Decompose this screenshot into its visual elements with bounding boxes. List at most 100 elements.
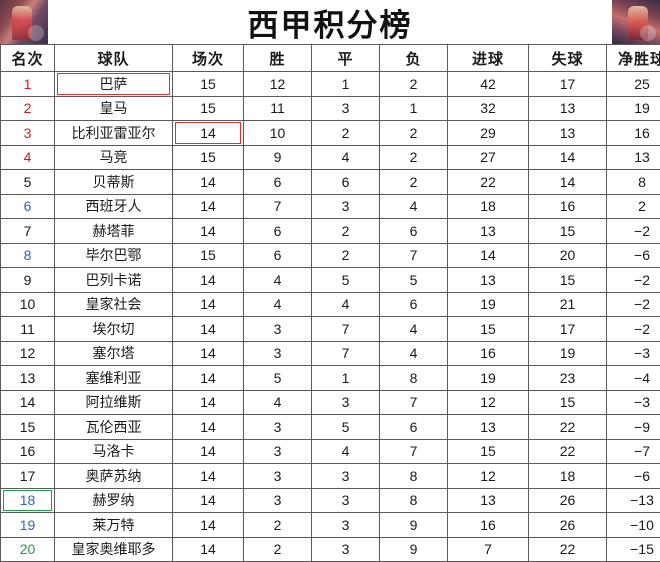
rank-cell: 1 [1, 72, 55, 97]
rank-cell: 14 [1, 390, 55, 415]
played-cell: 14 [173, 464, 244, 489]
played-cell: 14 [173, 415, 244, 440]
goals-for-cell: 29 [448, 121, 529, 146]
played-cell: 14 [173, 170, 244, 195]
team-name-cell[interactable]: 瓦伦西亚 [55, 415, 173, 440]
team-name-cell[interactable]: 赫塔菲 [55, 219, 173, 244]
goal-diff-cell: −9 [607, 415, 660, 440]
team-name-cell[interactable]: 塞尔塔 [55, 341, 173, 366]
draw-cell: 3 [312, 488, 380, 513]
standings-table-body: 1巴萨151212421725372皇马151131321319363比利亚雷亚… [1, 72, 660, 562]
loss-cell: 2 [380, 145, 448, 170]
goals-against-cell: 21 [529, 292, 607, 317]
played-cell: 14 [173, 366, 244, 391]
goal-diff-cell: −2 [607, 292, 660, 317]
table-row: 1巴萨15121242172537 [1, 72, 660, 97]
goals-for-cell: 7 [448, 537, 529, 562]
team-name-cell[interactable]: 皇家社会 [55, 292, 173, 317]
goals-for-cell: 12 [448, 464, 529, 489]
team-name-cell[interactable]: 皇家奥维耶多 [55, 537, 173, 562]
goals-for-cell: 16 [448, 513, 529, 538]
played-cell: 14 [173, 513, 244, 538]
draw-cell: 4 [312, 439, 380, 464]
goals-for-cell: 27 [448, 145, 529, 170]
win-cell: 3 [244, 415, 312, 440]
team-name-cell[interactable]: 巴萨 [55, 72, 173, 97]
right-image-highlight [640, 25, 656, 41]
team-name-cell[interactable]: 西班牙人 [55, 194, 173, 219]
goal-diff-cell: 16 [607, 121, 660, 146]
goals-against-cell: 20 [529, 243, 607, 268]
rank-cell: 5 [1, 170, 55, 195]
team-name-cell[interactable]: 阿拉维斯 [55, 390, 173, 415]
win-cell: 9 [244, 145, 312, 170]
column-header-draw: 平 [312, 45, 380, 72]
loss-cell: 2 [380, 121, 448, 146]
team-name-cell[interactable]: 贝蒂斯 [55, 170, 173, 195]
goals-against-cell: 15 [529, 390, 607, 415]
rank-cell: 9 [1, 268, 55, 293]
goals-for-cell: 19 [448, 366, 529, 391]
team-name-cell[interactable]: 赫罗纳 [55, 488, 173, 513]
table-header-row: 名次 球队 场次 胜 平 负 进球 失球 净胜球 积分 [1, 45, 660, 72]
team-name-cell[interactable]: 莱万特 [55, 513, 173, 538]
loss-cell: 4 [380, 317, 448, 342]
played-cell: 14 [173, 341, 244, 366]
rank-cell: 8 [1, 243, 55, 268]
team-name-cell[interactable]: 马洛卡 [55, 439, 173, 464]
team-name-cell[interactable]: 奥萨苏纳 [55, 464, 173, 489]
win-cell: 4 [244, 292, 312, 317]
played-cell: 14 [173, 194, 244, 219]
loss-cell: 6 [380, 219, 448, 244]
goals-against-cell: 16 [529, 194, 607, 219]
team-name-cell[interactable]: 比利亚雷亚尔 [55, 121, 173, 146]
played-cell: 14 [173, 219, 244, 244]
table-row: 3比利亚雷亚尔14102229131632 [1, 121, 660, 146]
rank-cell: 16 [1, 439, 55, 464]
win-cell: 4 [244, 268, 312, 293]
goal-diff-cell: 19 [607, 96, 660, 121]
draw-cell: 4 [312, 292, 380, 317]
win-cell: 7 [244, 194, 312, 219]
team-name-cell[interactable]: 毕尔巴鄂 [55, 243, 173, 268]
played-cell: 14 [173, 268, 244, 293]
loss-cell: 8 [380, 366, 448, 391]
goal-diff-cell: −2 [607, 268, 660, 293]
rank-cell: 11 [1, 317, 55, 342]
page-root: 西甲积分榜 名次 球队 场次 胜 平 负 进球 失球 净胜球 积分 [0, 0, 660, 537]
goals-against-cell: 13 [529, 96, 607, 121]
team-name-cell[interactable]: 埃尔切 [55, 317, 173, 342]
goals-for-cell: 15 [448, 439, 529, 464]
goals-against-cell: 14 [529, 145, 607, 170]
goals-against-cell: 15 [529, 268, 607, 293]
goals-for-cell: 19 [448, 292, 529, 317]
rank-cell: 10 [1, 292, 55, 317]
column-header-goal-diff: 净胜球 [607, 45, 660, 72]
win-cell: 11 [244, 96, 312, 121]
played-cell: 15 [173, 96, 244, 121]
loss-cell: 2 [380, 72, 448, 97]
played-cell: 14 [173, 488, 244, 513]
win-cell: 3 [244, 488, 312, 513]
goal-diff-cell: −6 [607, 464, 660, 489]
stadium-photo-right-image [612, 0, 660, 44]
rank-cell: 6 [1, 194, 55, 219]
draw-cell: 4 [312, 145, 380, 170]
team-name-cell[interactable]: 塞维利亚 [55, 366, 173, 391]
goal-diff-cell: 2 [607, 194, 660, 219]
goal-diff-cell: 13 [607, 145, 660, 170]
column-header-played: 场次 [173, 45, 244, 72]
goals-against-cell: 22 [529, 415, 607, 440]
win-cell: 6 [244, 219, 312, 244]
rank-cell: 20 [1, 537, 55, 562]
team-name-cell[interactable]: 巴列卡诺 [55, 268, 173, 293]
team-name-cell[interactable]: 马竞 [55, 145, 173, 170]
column-header-goals-against: 失球 [529, 45, 607, 72]
goals-against-cell: 14 [529, 170, 607, 195]
team-name-cell[interactable]: 皇马 [55, 96, 173, 121]
